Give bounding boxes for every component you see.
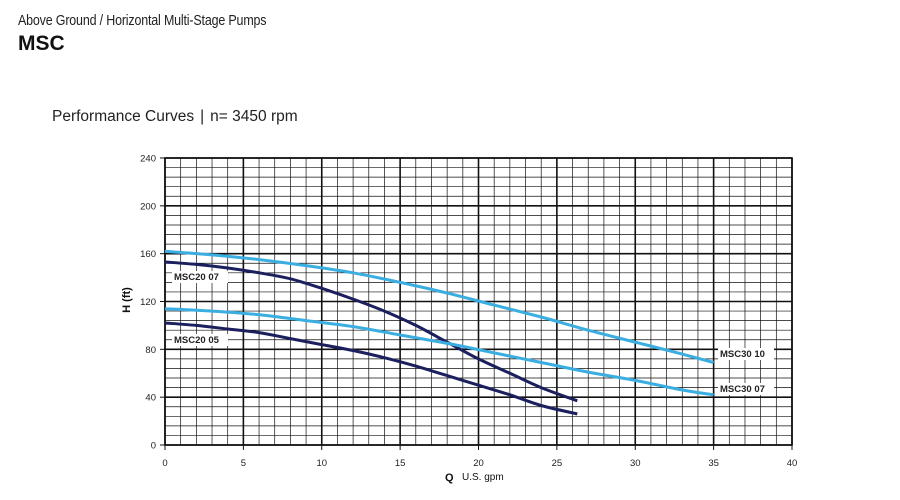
x-tick-label: 15: [395, 458, 406, 469]
y-tick-label: 80: [145, 345, 156, 356]
chart-series: [164, 249, 714, 416]
y-axis-label: H (ft): [121, 287, 133, 313]
y-tick-label: 160: [140, 249, 156, 260]
chart-heading-separator: |: [200, 108, 205, 125]
x-tick-label: 40: [787, 458, 798, 469]
series-label-msc20-05: MSC20 05: [174, 335, 220, 346]
series-label-msc30-10: MSC30 10: [720, 349, 765, 360]
y-tick-label: 200: [140, 201, 156, 212]
series-label-bg-msc20-07: [172, 271, 228, 283]
page-subtitle: Above Ground / Horizontal Multi-Stage Pu…: [18, 13, 267, 29]
chart-heading-label: Performance Curves: [52, 108, 195, 125]
series-line-msc30-10: [164, 249, 714, 364]
x-tick-label: 20: [473, 458, 484, 469]
x-tick-label: 0: [162, 458, 167, 469]
y-tick-label: 120: [140, 297, 156, 308]
y-tick-label: 240: [140, 154, 156, 165]
series-line-msc20-05: [164, 321, 578, 416]
series-line-msc30-07: [164, 307, 714, 397]
page-title: MSC: [18, 32, 65, 55]
series-label-msc20-07: MSC20 07: [174, 272, 219, 283]
series-label-bg-msc30-10: [718, 348, 774, 360]
x-tick-label: 25: [552, 458, 563, 469]
series-label-msc30-07: MSC30 07: [720, 384, 765, 395]
x-tick-label: 5: [241, 458, 246, 469]
x-tick-label: 35: [708, 458, 719, 469]
chart-grid: [164, 157, 793, 446]
x-tick-label: 30: [630, 458, 641, 469]
chart-heading: Performance Curves | n= 3450 rpm: [52, 108, 298, 126]
series-line-msc20-07: [164, 260, 578, 403]
y-tick-label: 0: [151, 441, 156, 452]
series-label-bg-msc20-05: [172, 334, 228, 346]
x-tick-label: 10: [316, 458, 327, 469]
series-label-bg-msc30-07: [718, 383, 774, 395]
y-tick-label: 40: [145, 393, 156, 404]
chart-series-labels: MSC20 07 MSC20 05 MSC30 10 MSC30 07: [172, 271, 774, 395]
chart-axes: 0 5 10 15 20 25 30 35 40 0 40 80 120 160 200 240 Q U.S. g…: [121, 154, 797, 485]
x-axis-symbol: Q: [445, 472, 454, 484]
x-axis-label: U.S. gpm: [462, 472, 504, 483]
chart-heading-speed: n= 3450 rpm: [210, 108, 298, 125]
